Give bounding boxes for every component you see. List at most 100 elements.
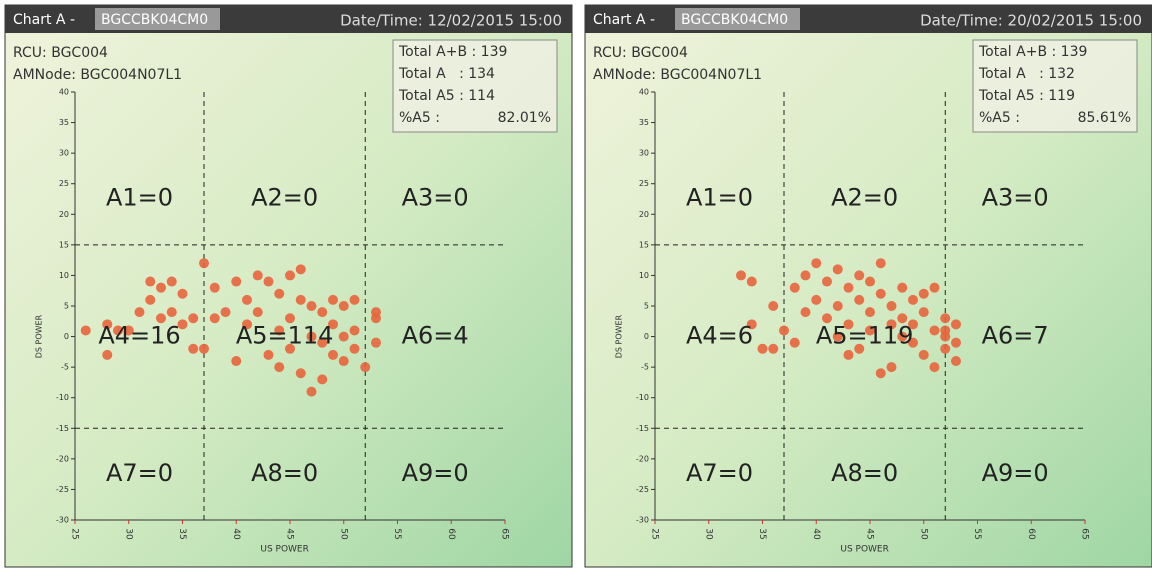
device-box (95, 8, 220, 30)
data-point (768, 343, 779, 354)
data-point (306, 301, 317, 311)
data-point (918, 307, 929, 318)
data-point (951, 337, 961, 348)
data-point (371, 337, 381, 348)
data-point (156, 313, 166, 324)
data-point (746, 276, 757, 287)
x-axis-label: US POWER (840, 545, 889, 555)
data-point (285, 270, 295, 281)
zone-label: A9=0 (982, 459, 1049, 487)
data-point (317, 337, 328, 348)
totals-line: Total A+B : 139 (398, 44, 507, 60)
data-point (102, 349, 113, 360)
zone-label: A6=7 (982, 322, 1049, 350)
y-tick-label: 0 (644, 332, 649, 341)
data-point (285, 343, 295, 354)
rcu: RCU: BGC004 (13, 45, 108, 61)
data-point (854, 343, 865, 354)
data-point (865, 276, 875, 287)
data-point (274, 362, 285, 373)
data-point (113, 325, 123, 336)
datetime: Date/Time: 12/02/2015 15:00 (340, 12, 562, 30)
data-point (822, 276, 832, 287)
zone-label: A3=0 (402, 183, 469, 211)
x-tick-label: 50 (338, 528, 348, 540)
data-point (338, 301, 349, 311)
data-point (295, 294, 306, 305)
y-tick-label: 35 (639, 118, 649, 127)
data-point (306, 386, 317, 397)
data-point (231, 276, 242, 287)
x-tick-label: 55 (392, 528, 402, 539)
totals-line: %A5 : (979, 110, 1020, 126)
y-tick-label: 25 (639, 179, 649, 188)
data-point (789, 337, 800, 348)
data-point (252, 270, 263, 281)
percent-a5: 85.61% (1078, 110, 1131, 126)
data-point (328, 319, 338, 330)
data-point (875, 288, 886, 299)
data-point (349, 325, 360, 336)
data-point (188, 343, 199, 354)
data-point (908, 294, 918, 305)
data-point (199, 343, 209, 354)
data-point (940, 325, 951, 336)
y-tick-label: 25 (59, 179, 69, 188)
data-point (843, 349, 854, 360)
y-tick-label: 30 (639, 149, 649, 158)
data-point (822, 313, 832, 324)
y-tick-label: 40 (639, 88, 649, 97)
y-tick-label: 5 (644, 302, 649, 311)
amnode: AMNode: BGC004N07L1 (13, 67, 182, 83)
data-point (929, 282, 940, 293)
x-tick-label: 30 (123, 528, 133, 540)
data-point (274, 288, 285, 299)
zone-label: A4=16 (98, 322, 180, 350)
chart-label: Chart A - (13, 12, 75, 28)
data-point (145, 276, 156, 287)
amnode: AMNode: BGC004N07L1 (593, 67, 762, 83)
y-tick-label: -5 (61, 363, 69, 372)
zone-label: A3=0 (982, 183, 1049, 211)
datetime: Date/Time: 20/02/2015 15:00 (920, 12, 1142, 30)
data-point (918, 288, 929, 299)
data-point (102, 319, 113, 330)
y-tick-label: -25 (636, 485, 649, 494)
data-point (317, 307, 328, 318)
device-name: BGCCBK04CM0 (681, 12, 788, 28)
totals-box (972, 39, 1138, 133)
data-point (897, 282, 908, 293)
x-tick-label: 50 (918, 528, 928, 540)
data-point (940, 313, 951, 324)
y-tick-label: -20 (636, 454, 649, 463)
data-point (886, 301, 897, 311)
data-point (832, 264, 843, 275)
data-point (349, 294, 360, 305)
x-axis-label: US POWER (260, 545, 309, 555)
x-tick-label: 65 (1080, 528, 1090, 539)
data-point (843, 282, 854, 293)
data-point (231, 356, 242, 367)
data-point (317, 374, 328, 385)
zone-label: A2=0 (251, 183, 318, 211)
totals-line: Total A+B : 139 (978, 44, 1087, 60)
zone-label: A7=0 (106, 459, 173, 487)
y-tick-label: 0 (64, 332, 69, 341)
x-tick-label: 40 (811, 528, 821, 540)
x-tick-label: 35 (757, 528, 767, 539)
y-tick-label: 40 (59, 88, 69, 97)
data-point (338, 331, 349, 342)
data-point (274, 325, 285, 336)
data-point (897, 313, 908, 324)
data-point (252, 307, 263, 318)
totals-line: Total A5 : 114 (398, 88, 495, 104)
y-tick-label: 15 (59, 240, 69, 249)
zone-label: A5=114 (236, 322, 334, 350)
data-point (145, 294, 156, 305)
data-point (360, 362, 371, 373)
data-point (800, 307, 811, 318)
rcu: RCU: BGC004 (593, 45, 688, 61)
x-tick-label: 45 (285, 528, 295, 539)
data-point (918, 349, 929, 360)
